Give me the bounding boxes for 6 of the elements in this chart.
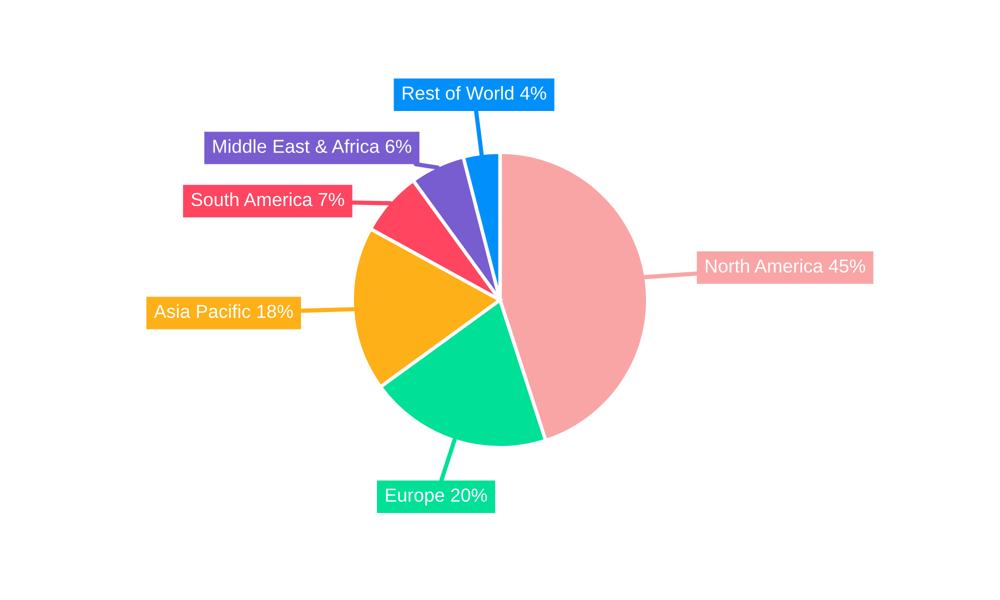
slice-label: North America 45% xyxy=(706,258,866,273)
slice-label: South America 7% xyxy=(191,192,344,206)
slice-label: Rest of World 4% xyxy=(402,86,546,100)
slice-label: Europe 20% xyxy=(386,488,487,506)
slice-label: Middle East & Africa 6% xyxy=(213,139,412,153)
slice-label: Asia Pacific 18% xyxy=(154,304,293,318)
